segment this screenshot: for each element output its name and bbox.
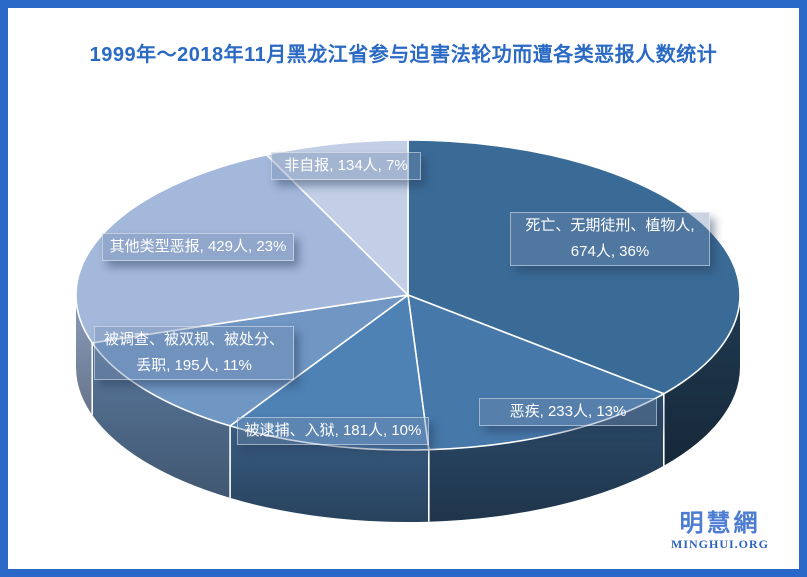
slice-label-6: 非自报, 134人, 7% — [271, 152, 421, 180]
pie-slice-1 — [407, 139, 741, 395]
slice-label-3: 被逮捕、入狱, 181人, 10% — [237, 417, 429, 445]
slice-label-5: 其他类型恶报, 429人, 23% — [102, 233, 294, 261]
minghui-logo: 明慧網 MINGHUI.ORG — [671, 511, 769, 551]
pie-slice-6 — [265, 139, 409, 296]
pie-slice-5 — [75, 154, 409, 344]
slice-label-2: 恶疾, 233人, 13% — [479, 398, 657, 426]
pie-slice-4-side — [92, 342, 231, 498]
chart-title: 1999年～2018年11月黑龙江省参与迫害法轮功而遭各类恶报人数统计 — [89, 44, 718, 66]
pie-slice-4 — [91, 294, 409, 427]
pie-slice-2-side — [428, 393, 664, 522]
pie-slice-2 — [407, 294, 665, 451]
pie-slice-3 — [229, 294, 430, 451]
slice-label-1: 死亡、无期徒刑、植物人, 674人, 36% — [510, 212, 710, 266]
slice-label-4: 被调查、被双规、被处分、丢职, 195人, 11% — [94, 326, 294, 380]
pie-chart-3d — [75, 139, 741, 523]
pie-slice-5-side — [75, 295, 93, 415]
minghui-logo-english: MINGHUI.ORG — [671, 536, 769, 551]
minghui-logo-chinese: 明慧網 — [679, 510, 761, 538]
pie-slice-1-side — [663, 295, 740, 466]
